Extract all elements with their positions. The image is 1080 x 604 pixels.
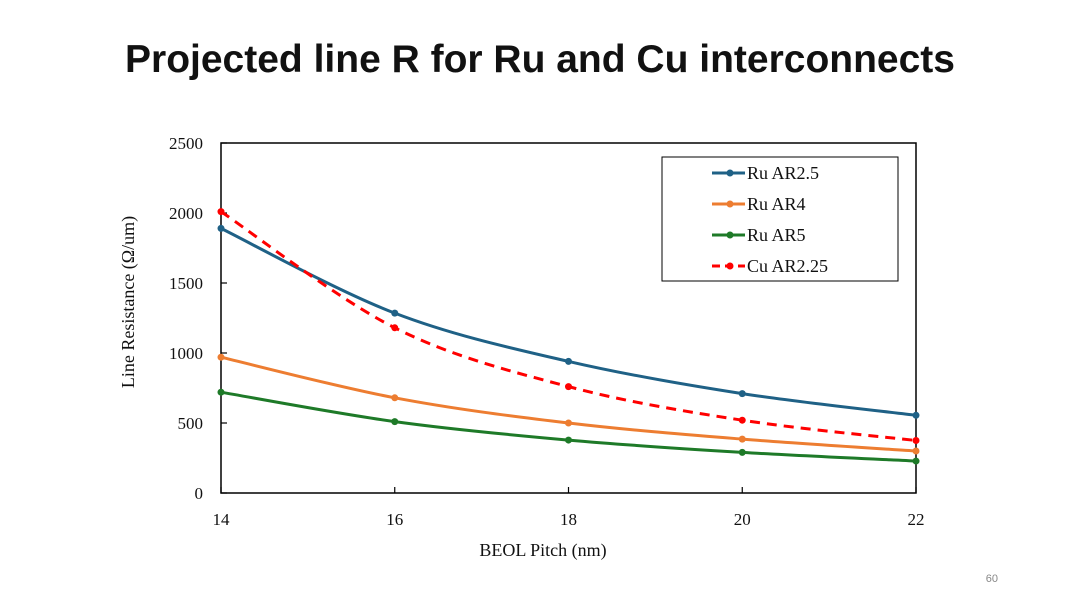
data-point-cu-ar2-25 xyxy=(217,208,225,216)
series-ru-ar5 xyxy=(217,388,920,465)
y-tick-label: 2500 xyxy=(169,134,203,153)
data-point-ru-ar2-5 xyxy=(391,309,399,317)
data-point-cu-ar2-25 xyxy=(912,437,920,444)
legend-marker-ru-ar5 xyxy=(726,231,734,239)
data-point-ru-ar5 xyxy=(912,457,920,465)
data-point-cu-ar2-25 xyxy=(391,324,399,332)
legend-label-ru-ar5: Ru AR5 xyxy=(747,225,806,245)
legend-label-ru-ar4: Ru AR4 xyxy=(747,194,806,214)
legend-label-ru-ar2-5: Ru AR2.5 xyxy=(747,163,819,183)
data-point-ru-ar2-5 xyxy=(565,357,572,365)
legend-marker-cu-ar2-25 xyxy=(726,262,734,270)
x-tick-label: 20 xyxy=(734,510,751,529)
x-tick-label: 14 xyxy=(213,510,231,529)
data-point-ru-ar4 xyxy=(391,394,399,402)
data-point-ru-ar4 xyxy=(217,353,225,361)
y-axis-label: Line Resistance (Ω/um) xyxy=(118,216,139,388)
x-axis-label: BEOL Pitch (nm) xyxy=(479,540,606,561)
page-number: 60 xyxy=(985,573,998,585)
data-point-ru-ar4 xyxy=(738,435,746,443)
legend-marker-ru-ar4 xyxy=(726,200,734,208)
y-tick-label: 0 xyxy=(195,484,204,503)
data-point-ru-ar5 xyxy=(738,448,746,456)
data-point-cu-ar2-25 xyxy=(565,383,572,391)
data-point-ru-ar4 xyxy=(912,447,920,455)
legend-marker-ru-ar2-5 xyxy=(726,169,734,177)
x-tick-label: 22 xyxy=(908,510,925,529)
series-ru-ar4 xyxy=(217,353,920,455)
data-point-ru-ar2-5 xyxy=(217,224,225,232)
slide-title: Projected line R for Ru and Cu interconn… xyxy=(125,38,955,81)
series-cu-ar2-25 xyxy=(217,208,920,444)
y-tick-label: 1000 xyxy=(169,344,203,363)
x-tick-label: 16 xyxy=(386,510,403,529)
legend-box xyxy=(661,156,899,282)
data-point-ru-ar2-5 xyxy=(912,411,920,419)
legend-label-cu-ar2-25: Cu AR2.25 xyxy=(747,256,828,276)
y-tick-label: 2000 xyxy=(169,204,203,223)
data-point-cu-ar2-25 xyxy=(738,416,746,424)
x-tick-label: 18 xyxy=(560,510,577,529)
data-point-ru-ar2-5 xyxy=(738,390,746,398)
data-point-ru-ar5 xyxy=(217,388,225,396)
data-point-ru-ar4 xyxy=(565,419,572,427)
data-point-ru-ar5 xyxy=(565,436,572,444)
series-ru-ar2-5 xyxy=(217,224,920,419)
y-tick-label: 1500 xyxy=(169,274,203,293)
data-point-ru-ar5 xyxy=(391,418,399,426)
y-tick-label: 500 xyxy=(178,414,204,433)
